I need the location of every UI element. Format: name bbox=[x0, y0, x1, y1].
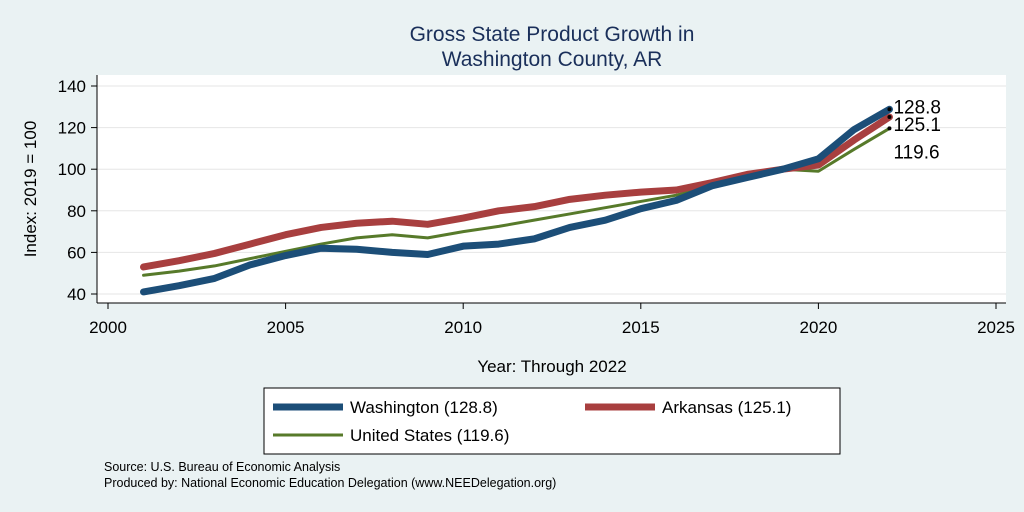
y-tick-label-40: 40 bbox=[67, 285, 86, 304]
y-tick-label-140: 140 bbox=[58, 77, 86, 96]
end-marker-washington bbox=[887, 107, 892, 112]
axes: 40 60 80 100 120 140 2000 2005 2010 2015 2020 2025 bbox=[58, 75, 1015, 337]
legend-label-united-states: United States (119.6) bbox=[350, 426, 509, 445]
legend: Washington (128.8) Arkansas (125.1) Unit… bbox=[263, 387, 841, 455]
end-label-washington: 128.8 bbox=[893, 97, 941, 118]
y-tick-label-60: 60 bbox=[67, 243, 86, 262]
legend-box bbox=[263, 387, 841, 455]
legend-label-washington: Washington (128.8) bbox=[350, 398, 498, 417]
grid bbox=[97, 85, 1006, 295]
source-note: Source: U.S. Bureau of Economic Analysis bbox=[104, 460, 340, 474]
x-tick-label-2025: 2025 bbox=[977, 318, 1015, 337]
x-axis-label: Year: Through 2022 bbox=[477, 357, 626, 376]
x-tick-label-2010: 2010 bbox=[444, 318, 482, 337]
x-tick-label-2020: 2020 bbox=[799, 318, 837, 337]
chart-title-line-2: Washington County, AR bbox=[442, 48, 663, 71]
end-label-united-states: 119.6 bbox=[893, 142, 939, 163]
y-tick-label-100: 100 bbox=[58, 160, 86, 179]
x-tick-label-2000: 2000 bbox=[89, 318, 127, 337]
legend-label-arkansas: Arkansas (125.1) bbox=[662, 398, 791, 417]
y-tick-label-120: 120 bbox=[58, 119, 86, 138]
end-marker-united-states bbox=[887, 126, 892, 131]
series-layer bbox=[140, 105, 893, 296]
x-tick-label-2005: 2005 bbox=[267, 318, 305, 337]
y-tick-label-80: 80 bbox=[67, 202, 86, 221]
end-label-arkansas: 125.1 bbox=[893, 115, 941, 136]
y-axis-label: Index: 2019 = 100 bbox=[21, 121, 40, 258]
x-tick-label-2015: 2015 bbox=[622, 318, 660, 337]
chart-title-line-1: Gross State Product Growth in bbox=[410, 23, 695, 46]
series-line-washington bbox=[140, 105, 893, 296]
end-marker-arkansas bbox=[887, 114, 892, 119]
produced-by-note: Produced by: National Economic Education… bbox=[104, 476, 556, 490]
